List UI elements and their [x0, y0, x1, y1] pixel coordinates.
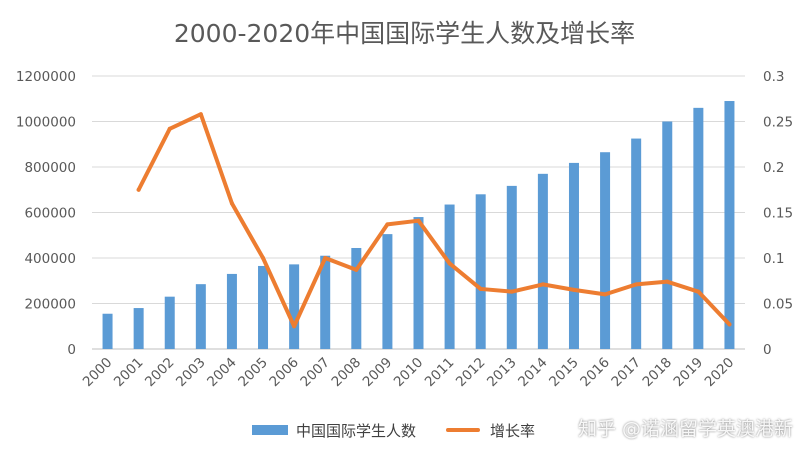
bar: [320, 255, 331, 349]
y-right-tick-label: 0.15: [763, 206, 793, 222]
line-point: [292, 324, 297, 329]
line-point: [261, 256, 266, 260]
bar: [102, 313, 113, 349]
bar: [475, 194, 486, 349]
line-series-growth: [136, 112, 732, 329]
x-tick-label: 2015: [546, 355, 582, 391]
bar: [600, 152, 611, 349]
x-tick-label: 2004: [204, 355, 240, 391]
line-point: [540, 282, 545, 287]
x-tick-label: 2008: [329, 355, 365, 391]
line-point: [665, 279, 670, 284]
x-tick-label: 2010: [391, 355, 427, 391]
legend-item-bar: 中国国际学生人数: [252, 420, 416, 441]
x-tick-label: 2005: [235, 355, 271, 391]
y-left-tick-label: 1200000: [16, 69, 76, 85]
bar: [631, 138, 642, 349]
chart-legend: 中国国际学生人数 增长率: [252, 418, 565, 442]
bar: [444, 204, 455, 349]
legend-line-swatch: [446, 428, 481, 432]
line-point: [323, 256, 328, 260]
line-point: [603, 292, 608, 297]
bar: [506, 185, 517, 349]
y-right-tick-label: 0.2: [763, 160, 784, 176]
x-tick-label: 2020: [702, 355, 738, 391]
bar: [133, 308, 144, 349]
bar: [693, 107, 704, 349]
x-tick-label: 2007: [297, 355, 333, 391]
bar: [413, 217, 424, 349]
line-point: [447, 261, 452, 266]
y-right-tick-label: 0.3: [763, 69, 784, 85]
x-tick-label: 2018: [639, 355, 675, 391]
line-point: [198, 112, 203, 117]
chart-title: 2000-2020年中国国际学生人数及增长率: [173, 19, 636, 48]
x-tick-label: 2001: [111, 355, 147, 391]
line-point: [696, 289, 701, 294]
bar: [351, 247, 362, 349]
line-point: [727, 322, 732, 327]
line-point: [634, 282, 639, 287]
x-tick-label: 2011: [422, 355, 458, 391]
legend-label-line: 增长率: [490, 421, 536, 440]
bar: [382, 234, 393, 349]
bar: [226, 273, 237, 349]
y-left-tick-label: 0: [67, 342, 76, 358]
line-point: [571, 287, 576, 292]
line-point: [354, 267, 359, 272]
legend-bar-swatch: [252, 425, 288, 435]
x-tick-label: 2012: [453, 355, 489, 391]
y-left-tick-label: 400000: [24, 251, 76, 267]
x-tick-label: 2017: [608, 355, 644, 391]
bar: [289, 264, 300, 349]
x-tick-label: 2016: [577, 355, 613, 391]
x-tick-label: 2002: [142, 355, 178, 391]
bar: [195, 284, 206, 349]
y-right-tick-label: 0.1: [763, 251, 784, 267]
x-tick-label: 2000: [80, 355, 116, 391]
line-point: [478, 286, 483, 291]
x-tick-label: 2003: [173, 355, 209, 391]
line-point: [385, 222, 390, 227]
x-tick-label: 2009: [360, 355, 396, 391]
line-point: [509, 289, 514, 294]
y-right-tick-label: 0: [763, 342, 772, 358]
x-tick-label: 2019: [671, 355, 707, 391]
legend-item-line: 增长率: [446, 420, 535, 441]
x-tick-label: 2013: [484, 355, 520, 391]
watermark: 知乎 @诺涵留学英澳港新: [577, 418, 793, 440]
bar: [568, 162, 579, 349]
line-point: [136, 187, 141, 192]
bar: [537, 173, 548, 349]
legend-label-bar: 中国国际学生人数: [296, 421, 417, 440]
line-point: [416, 218, 421, 223]
y-left-tick-label: 1000000: [16, 115, 76, 131]
bar: [258, 265, 269, 349]
y-left-tick-label: 600000: [24, 206, 76, 222]
x-tick-label: 2006: [266, 355, 302, 391]
y-right-tick-label: 0.25: [763, 115, 793, 131]
line-point: [167, 126, 172, 131]
line-point: [229, 201, 234, 206]
y-left-tick-label: 200000: [24, 297, 76, 313]
y-right-tick-label: 0.05: [763, 297, 793, 313]
x-tick-label: 2014: [515, 355, 551, 391]
bar: [164, 296, 175, 349]
bar: [724, 101, 735, 350]
bar: [662, 121, 673, 349]
y-left-tick-label: 800000: [24, 160, 76, 176]
